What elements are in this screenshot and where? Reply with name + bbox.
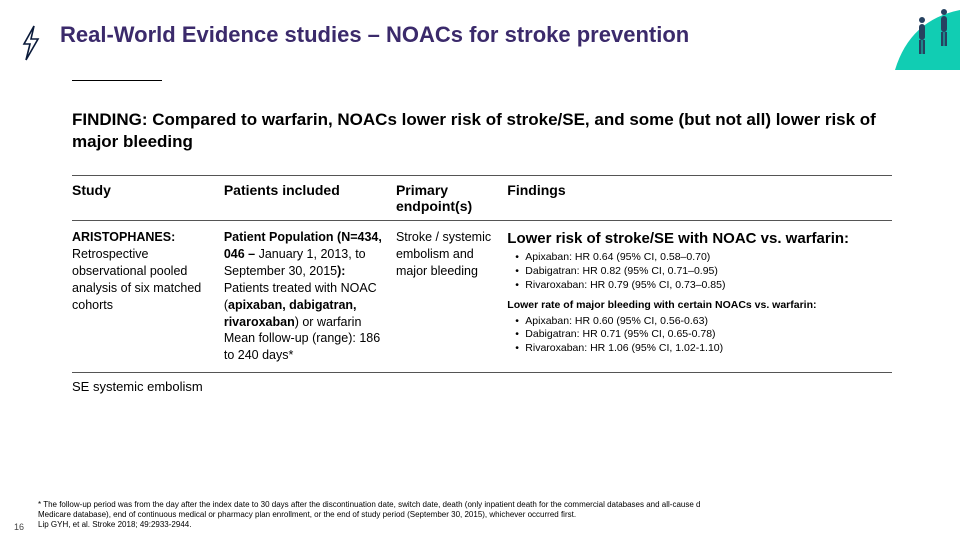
page-number: 16 <box>14 522 24 532</box>
decorative-graphic <box>850 0 960 70</box>
list-item: Rivaroxaban: HR 0.79 (95% CI, 0.73–0.85) <box>515 279 882 293</box>
findings-lead: Lower risk of stroke/SE with NOAC vs. wa… <box>507 229 882 249</box>
patients-body2: ) or warfarin <box>295 315 362 329</box>
cell-endpoint: Stroke / systemic embolism and major ble… <box>396 221 507 373</box>
list-item: Apixaban: HR 0.60 (95% CI, 0.56-0.63) <box>515 315 882 329</box>
title-rule <box>72 80 162 81</box>
th-findings: Findings <box>507 176 892 221</box>
th-endpoint: Primary endpoint(s) <box>396 176 507 221</box>
brand-logo <box>0 18 60 68</box>
footnote-line2: Medicare database), end of continuous me… <box>38 510 576 519</box>
list-item: Dabigatran: HR 0.71 (95% CI, 0.65-0.78) <box>515 328 882 342</box>
findings-hr-list: Apixaban: HR 0.64 (95% CI, 0.58–0.70) Da… <box>507 251 882 292</box>
study-desc: Retrospective observational pooled analy… <box>72 247 201 312</box>
list-item: Apixaban: HR 0.64 (95% CI, 0.58–0.70) <box>515 251 882 265</box>
th-study: Study <box>72 176 224 221</box>
patients-fu: Mean follow-up (range): 186 to 240 days* <box>224 331 380 362</box>
list-item: Rivaroxaban: HR 1.06 (95% CI, 1.02-1.10) <box>515 342 882 356</box>
patients-close: ): <box>337 264 345 278</box>
findings-sub: Lower rate of major bleeding with certai… <box>507 298 882 312</box>
cell-findings: Lower risk of stroke/SE with NOAC vs. wa… <box>507 221 892 373</box>
footnote-line1: * The follow-up period was from the day … <box>38 500 700 509</box>
finding-text: FINDING: Compared to warfarin, NOACs low… <box>72 109 888 153</box>
study-name: ARISTOPHANES: <box>72 230 175 244</box>
abbreviation-note: SE systemic embolism <box>72 379 960 394</box>
evidence-table: Study Patients included Primary endpoint… <box>72 175 892 373</box>
findings-mb-list: Apixaban: HR 0.60 (95% CI, 0.56-0.63) Da… <box>507 315 882 356</box>
cell-patients: Patient Population (N=434, 046 – January… <box>224 221 396 373</box>
cell-study: ARISTOPHANES: Retrospective observationa… <box>72 221 224 373</box>
th-patients: Patients included <box>224 176 396 221</box>
list-item: Dabigatran: HR 0.82 (95% CI, 0.71–0.95) <box>515 265 882 279</box>
page-title: Real-World Evidence studies – NOACs for … <box>60 18 689 48</box>
table-row: ARISTOPHANES: Retrospective observationa… <box>72 221 892 373</box>
footnote: * The follow-up period was from the day … <box>38 500 950 530</box>
footnote-ref: Lip GYH, et al. Stroke 2018; 49:2933-294… <box>38 520 191 529</box>
